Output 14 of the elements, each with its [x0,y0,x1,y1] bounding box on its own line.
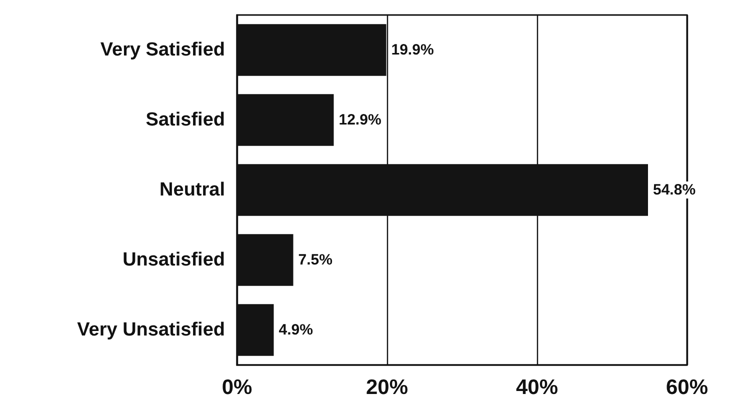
y-tick-label: Very Satisfied [100,40,225,60]
x-tick-label: 40% [516,376,558,399]
y-tick-label: Satisfied [146,110,225,130]
x-tick-label: 0% [222,376,252,399]
y-tick-label: Neutral [160,180,225,200]
data-label: 7.5% [298,252,332,268]
data-label: 54.8% [653,182,696,198]
x-tick-label: 60% [666,376,708,399]
y-tick-label: Unsatisfied [122,250,225,270]
data-label: 12.9% [338,112,382,128]
data-label: 19.9% [391,42,434,58]
y-tick-label: Very Unsatisfied [77,320,225,340]
data-label: 4.9% [278,322,313,338]
x-tick-label: 20% [366,376,408,399]
